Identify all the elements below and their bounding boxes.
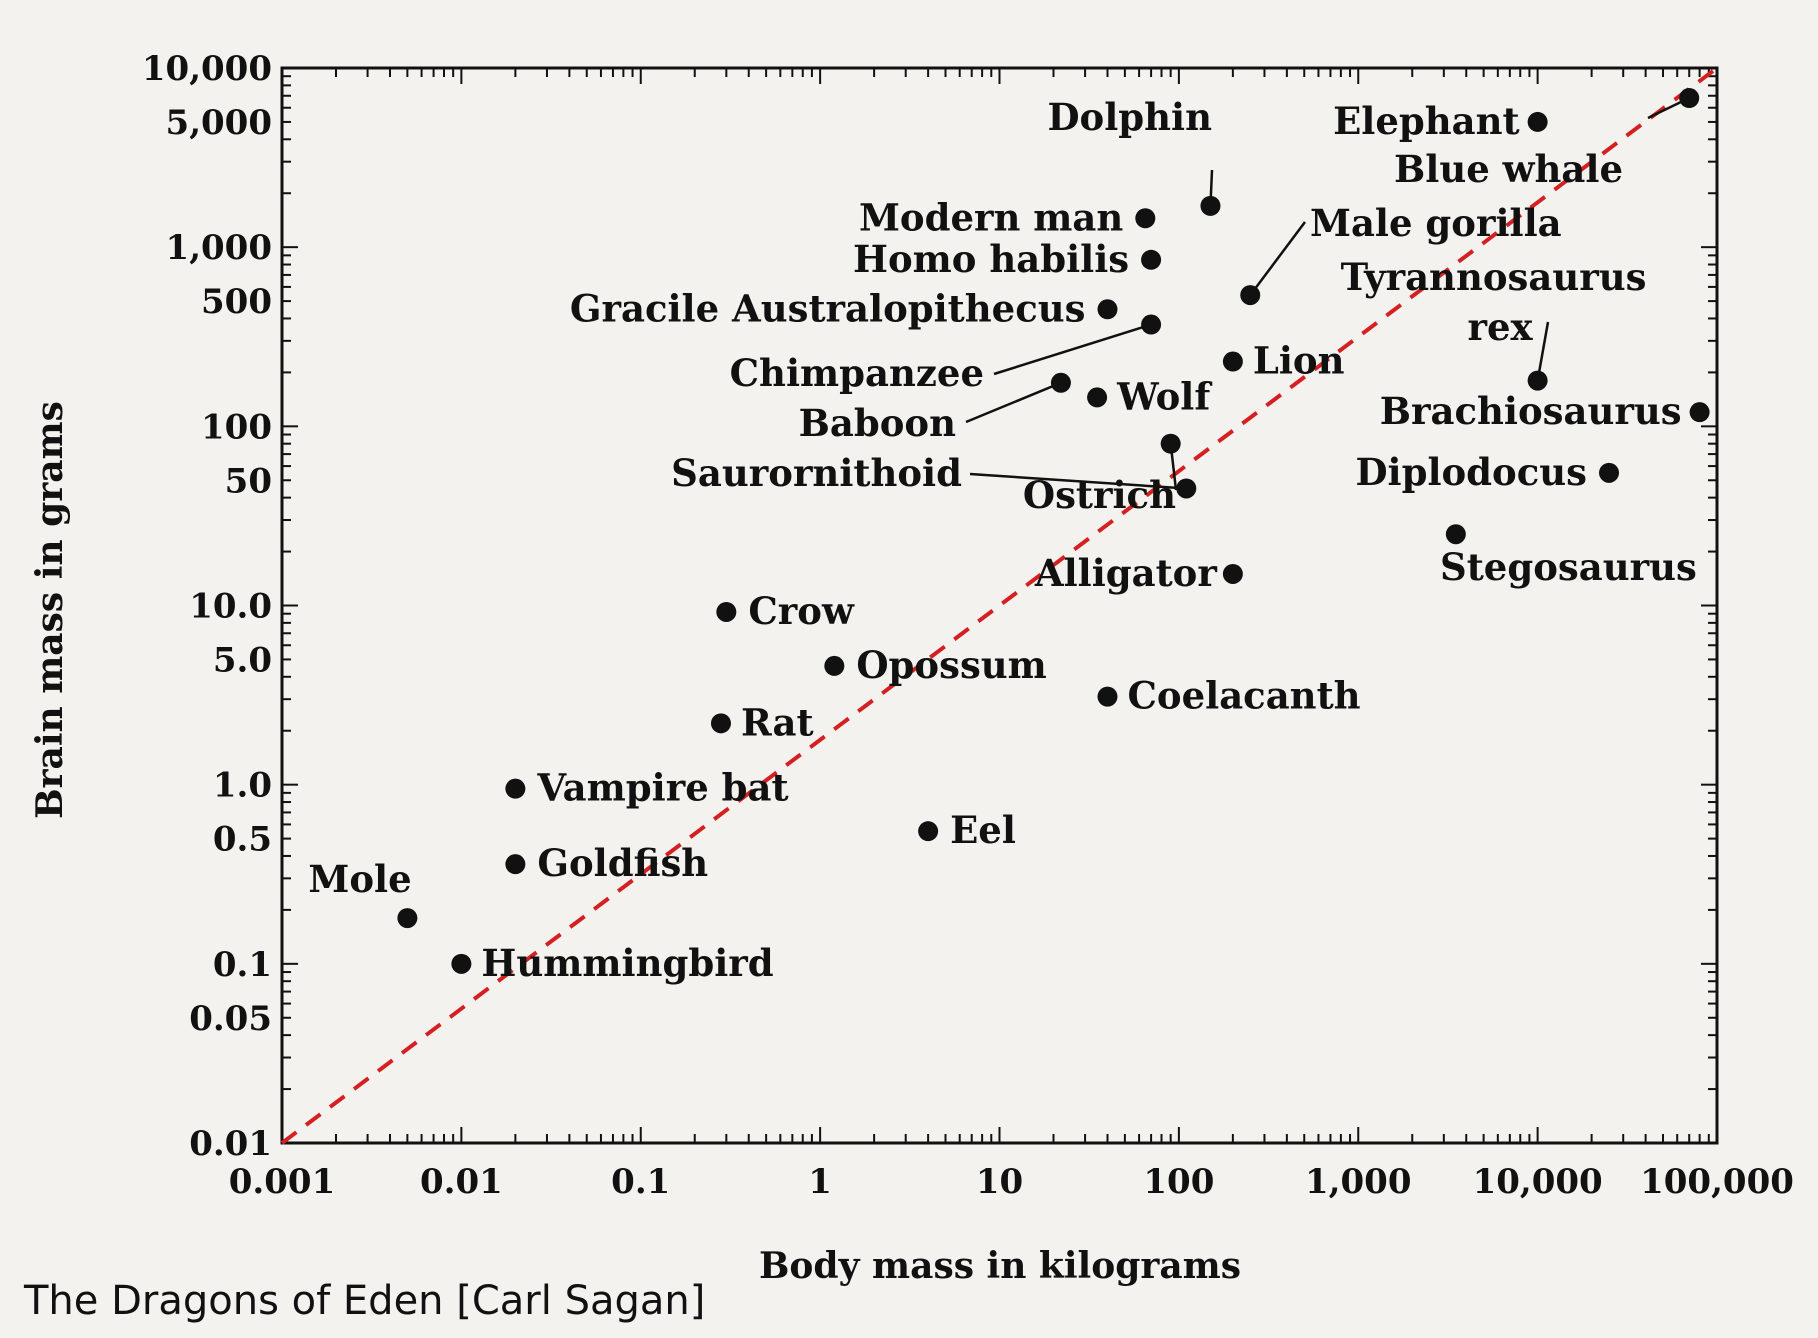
y-tick-label: 100 — [201, 407, 272, 447]
caption: The Dragons of Eden [Carl Sagan] — [24, 1278, 706, 1324]
leader-line — [1536, 321, 1550, 381]
point-label: Saurornithoid — [671, 451, 962, 495]
x-tick-label: 0.1 — [611, 1162, 670, 1202]
data-point — [505, 778, 526, 799]
point-label: Dolphin — [1047, 95, 1212, 139]
data-point — [1222, 563, 1243, 584]
data-point — [824, 655, 845, 676]
x-tick-label: 1 — [808, 1162, 832, 1202]
y-axis-label: Brain mass in grams — [29, 401, 71, 819]
point-label: Hummingbird — [481, 941, 773, 985]
point-label: Gracile Australopithecus — [570, 286, 1086, 330]
y-tick-label: 500 — [201, 282, 272, 322]
point-label: Mole — [308, 857, 411, 901]
y-tick-label: 5,000 — [166, 103, 272, 143]
leader-lines — [965, 96, 1690, 491]
data-point — [1097, 299, 1118, 320]
point-label: Tyrannosaurus rex — [1341, 255, 1660, 349]
tick-marks — [281, 68, 1717, 1144]
point-label: Chimpanzee — [730, 351, 984, 395]
x-axis-label: Body mass in kilograms — [759, 1245, 1241, 1287]
point-label: Stegosaurus — [1440, 545, 1697, 589]
point-label: Vampire bat — [536, 766, 788, 810]
data-point — [1222, 351, 1243, 372]
point-label: Elephant — [1333, 99, 1520, 143]
x-tick-label: 10 — [976, 1162, 1023, 1202]
leader-line — [1647, 96, 1690, 120]
y-tick-label: 0.1 — [213, 945, 272, 985]
y-tick-label: 10.0 — [189, 587, 272, 627]
leader-line — [965, 381, 1062, 424]
leader-line — [1169, 443, 1178, 491]
x-tick-label: 0.01 — [420, 1162, 503, 1202]
point-label: Male gorilla — [1310, 201, 1562, 245]
point-label: Alligator — [1034, 551, 1217, 595]
leader-line — [993, 323, 1152, 376]
x-tick-label: 10,000 — [1473, 1162, 1603, 1202]
data-point — [1087, 387, 1108, 408]
data-point — [451, 953, 472, 974]
data-point — [710, 713, 731, 734]
x-tick-label: 100,000 — [1640, 1162, 1794, 1202]
data-point — [505, 854, 526, 875]
data-point — [397, 908, 418, 929]
y-tick-label: 5.0 — [213, 640, 272, 680]
data-points — [397, 88, 1710, 974]
data-point — [1141, 249, 1162, 270]
point-label: Coelacanth — [1127, 674, 1360, 718]
data-point — [1135, 208, 1156, 229]
data-point — [1527, 111, 1548, 132]
y-tick-labels: 10,000 5,000 1,000 500 100 50 10.0 5.0 1.0 0.5 0.1… — [142, 49, 272, 1164]
point-label: Brachiosaurus — [1380, 389, 1682, 433]
point-label: Lion — [1253, 339, 1345, 383]
data-point — [716, 601, 737, 622]
leader-line — [1249, 221, 1307, 296]
data-point — [1689, 402, 1710, 423]
y-tick-label: 1.0 — [213, 766, 272, 806]
point-label: Goldfish — [537, 841, 708, 885]
y-tick-label: 1,000 — [166, 228, 272, 268]
y-tick-label: 10,000 — [142, 49, 272, 89]
point-label: Baboon — [799, 401, 956, 445]
point-label: Rat — [741, 700, 814, 744]
data-point — [1599, 462, 1620, 483]
leader-line — [969, 472, 1187, 490]
point-label: Opossum — [856, 643, 1047, 687]
point-label: Wolf — [1116, 374, 1212, 418]
x-tick-label: 1,000 — [1305, 1162, 1411, 1202]
point-label: Blue whale — [1394, 147, 1623, 191]
x-tick-labels: 0.001 0.01 0.1 1 10 100 1,000 10,000 100,000 — [229, 1162, 1794, 1202]
point-label: Homo habilis — [853, 237, 1129, 281]
point-label: Crow — [748, 589, 855, 633]
data-point — [918, 821, 939, 842]
x-tick-label: 100 — [1143, 1162, 1214, 1202]
point-label: Diplodocus — [1355, 450, 1587, 494]
point-label: Eel — [950, 808, 1016, 852]
y-tick-label: 0.01 — [189, 1124, 272, 1164]
y-tick-label: 50 — [225, 461, 272, 501]
leader-line — [1209, 169, 1214, 206]
y-tick-label: 0.05 — [189, 999, 272, 1039]
data-point — [1097, 686, 1118, 707]
x-tick-label: 0.001 — [229, 1162, 335, 1202]
y-tick-label: 0.5 — [213, 820, 272, 860]
point-label: Modern man — [859, 195, 1123, 239]
data-point — [1445, 524, 1466, 545]
